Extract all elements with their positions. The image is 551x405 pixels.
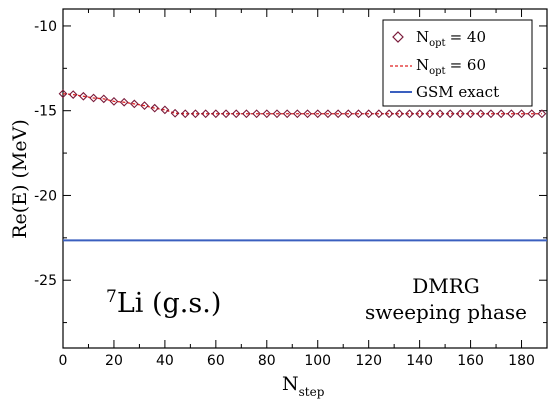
y-tick-label: -15 <box>34 104 57 120</box>
series-nopt40-point <box>405 109 414 119</box>
legend-label-nopt60-value: = 60 <box>450 56 486 74</box>
y-tick-label: -10 <box>34 19 57 35</box>
plot-frame <box>62 8 548 349</box>
x-axis-title-sub: step <box>299 385 325 399</box>
series-nopt40-point <box>527 109 537 119</box>
series-nopt40-point <box>170 108 180 118</box>
legend-label-nopt60-sub: opt <box>429 66 445 77</box>
series-nopt40-point <box>140 101 149 110</box>
x-tick-label: 20 <box>105 353 123 369</box>
annotation-nucleus-text: Li (g.s.) <box>117 288 222 319</box>
annotation-nucleus-sup: 7 <box>106 287 117 307</box>
x-tick-label: 60 <box>207 353 225 369</box>
legend: Nopt = 40 Nopt = 60 GSM exact <box>382 19 533 107</box>
series-nopt40-point <box>445 109 455 119</box>
series-nopt40-point <box>231 109 241 119</box>
series-nopt40-point <box>211 109 221 119</box>
series-nopt40-point <box>456 109 465 119</box>
series-nopt40-point <box>252 109 261 119</box>
series-nopt40-point <box>435 109 445 119</box>
y-axis-title: Re(E) (MeV) <box>9 119 31 239</box>
series-nopt40-point <box>343 109 353 119</box>
series-nopt40-point <box>129 99 139 109</box>
series-nopt40-point <box>109 96 119 106</box>
series-nopt40-point <box>292 109 302 119</box>
series-nopt60-line <box>62 93 542 115</box>
x-tick-label: 120 <box>355 353 382 369</box>
series-nopt40-point <box>119 97 129 107</box>
legend-label-nopt40: Nopt = 40 <box>416 28 486 49</box>
series-nopt40-point <box>476 109 486 119</box>
series-nopt40-point <box>99 94 109 104</box>
series-nopt40-point <box>201 109 211 119</box>
legend-label-nopt40-main: N <box>416 28 429 46</box>
series-nopt40-point <box>506 109 516 119</box>
series-nopt40-point <box>425 109 435 119</box>
x-tick-label: 100 <box>304 353 331 369</box>
series-nopt40-point <box>333 109 343 119</box>
series-nopt40-point <box>323 109 333 119</box>
x-tick-label: 0 <box>59 353 68 369</box>
series-nopt40-point <box>394 109 404 119</box>
y-tick-label: -20 <box>34 188 57 204</box>
series-nopt40-point <box>374 109 384 119</box>
legend-label-gsm: GSM exact <box>416 83 499 101</box>
y-tick-label: -25 <box>34 273 57 289</box>
annotation-nucleus: 7Li (g.s.) <box>106 287 221 319</box>
series-nopt40-point <box>242 109 251 119</box>
series-nopt40-point <box>58 89 68 99</box>
series-nopt40-point <box>272 109 282 119</box>
series-nopt40-point <box>466 109 475 119</box>
series-nopt40-point <box>160 105 170 115</box>
legend-label-nopt40-value: = 40 <box>450 28 486 46</box>
series-nopt40-point <box>496 109 506 119</box>
series-nopt40-point <box>517 109 526 119</box>
annotation-method-line1: DMRG <box>412 274 480 298</box>
series-nopt40-point <box>180 109 190 119</box>
x-tick-label: 140 <box>406 353 433 369</box>
series-nopt40-point <box>354 109 363 119</box>
legend-label-nopt40-sub: opt <box>429 38 445 49</box>
series-nopt40-point <box>79 91 88 101</box>
series-layer <box>58 89 547 242</box>
series-nopt40-point <box>89 93 98 103</box>
x-tick-label: 40 <box>156 353 174 369</box>
series-nopt40-point <box>303 109 312 119</box>
axis-ticks: 0 20 40 60 80 100 120 140 160 180 -10 -15 -20 -25 <box>34 9 547 369</box>
series-nopt40-point <box>486 109 496 119</box>
series-nopt40-point <box>384 109 394 119</box>
x-tick-label: 180 <box>508 353 535 369</box>
legend-label-nopt60: Nopt = 60 <box>416 56 486 77</box>
series-nopt40-point <box>221 109 231 119</box>
x-axis-title: Nstep <box>282 373 325 399</box>
series-nopt40-point <box>313 109 323 119</box>
series-nopt40-point <box>68 90 78 99</box>
legend-label-nopt60-main: N <box>416 56 429 74</box>
series-nopt40-point <box>415 109 425 119</box>
series-nopt40-point <box>282 109 292 119</box>
annotation-method-line2: sweeping phase <box>365 300 527 324</box>
x-axis-title-main: N <box>282 373 299 395</box>
series-nopt40-point <box>537 109 547 119</box>
series-nopt40-point <box>364 109 374 119</box>
series-nopt40-point <box>150 103 160 113</box>
x-tick-label: 160 <box>457 353 484 369</box>
x-tick-label: 80 <box>258 353 276 369</box>
series-nopt40-point <box>191 109 200 119</box>
legend-marker-diamond <box>392 31 404 43</box>
series-nopt40-point <box>262 109 272 119</box>
